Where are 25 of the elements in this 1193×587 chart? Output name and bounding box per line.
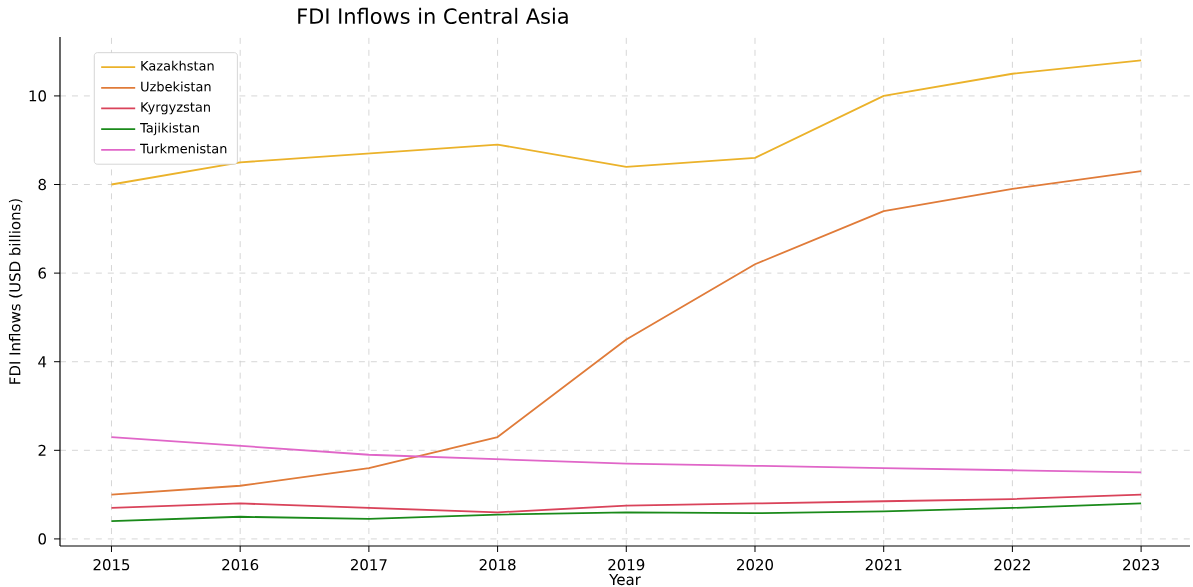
y-axis-title: FDI Inflows (USD billions): [8, 199, 23, 384]
x-tick-label: 2021: [865, 559, 902, 571]
legend-label: Kyrgyzstan: [141, 102, 210, 115]
x-tick-label: 2020: [737, 559, 773, 571]
y-tick-label: 0: [38, 533, 46, 545]
legend-label: Uzbekistan: [141, 81, 211, 92]
x-tick-label: 2017: [350, 559, 387, 571]
y-tick-label: 6: [38, 267, 47, 279]
y-tick-label: 2: [38, 444, 46, 456]
x-axis-title: Year: [609, 574, 641, 586]
x-tick-label: 2023: [1123, 559, 1159, 571]
legend-label: Tajikistan: [140, 122, 199, 136]
x-tick-label: 2019: [608, 559, 645, 571]
y-tick-label: 4: [38, 356, 47, 368]
y-tick-label: 8: [38, 178, 46, 191]
x-tick-label: 2016: [222, 559, 259, 571]
y-tick-label: 10: [29, 90, 46, 102]
legend-label: Turkmenistan: [140, 143, 227, 154]
legend-label: Kazakhstan: [141, 60, 214, 71]
line-series: [110, 170, 1142, 496]
x-tick-label: 2022: [994, 559, 1030, 571]
x-tick-label: 2015: [93, 559, 130, 571]
line-series: [110, 502, 1142, 523]
chart-title: FDI Inflows in Central Asia: [298, 7, 568, 24]
x-tick-label: 2018: [479, 559, 516, 571]
